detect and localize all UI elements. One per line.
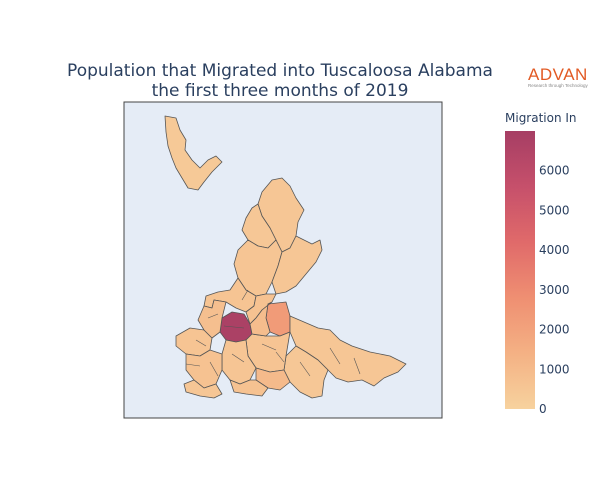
mid-tract-1[interactable] [249, 301, 273, 337]
colorbar-tick-label: 2000 [539, 323, 570, 337]
west-tract-2[interactable] [197, 299, 227, 339]
southwest-tract[interactable] [183, 379, 223, 399]
colorbar-tick-label: 5000 [539, 203, 570, 217]
chart-title-line1: Population that Migrated into Tuscaloosa… [67, 61, 493, 81]
logo-tagline: Research through Technology [528, 83, 588, 88]
northeast-tract[interactable] [271, 235, 323, 295]
north-tract-1[interactable] [164, 115, 223, 191]
north-tract-4[interactable] [233, 239, 283, 297]
colorbar-tick-label: 6000 [539, 164, 570, 178]
tract-boundaries [185, 289, 361, 377]
advan-logo: ADVAN Research through Technology [528, 66, 588, 89]
colorbar-gradient [505, 131, 535, 409]
mid-tract-3[interactable] [229, 379, 269, 397]
colorbar-ticks: 0 1000 2000 3000 4000 5000 6000 [539, 164, 570, 416]
colorbar-tick-label: 4000 [539, 243, 570, 257]
colorbar-tick-label: 3000 [539, 283, 570, 297]
colorbar-title: Migration In [505, 111, 577, 125]
chart-title-line2: the first three months of 2019 [151, 81, 409, 101]
colorbar-tick-label: 1000 [539, 362, 570, 376]
colorbar-tick-label: 0 [539, 402, 547, 416]
west-tract-3[interactable] [185, 349, 223, 389]
logo-word: ADVAN [528, 65, 588, 84]
